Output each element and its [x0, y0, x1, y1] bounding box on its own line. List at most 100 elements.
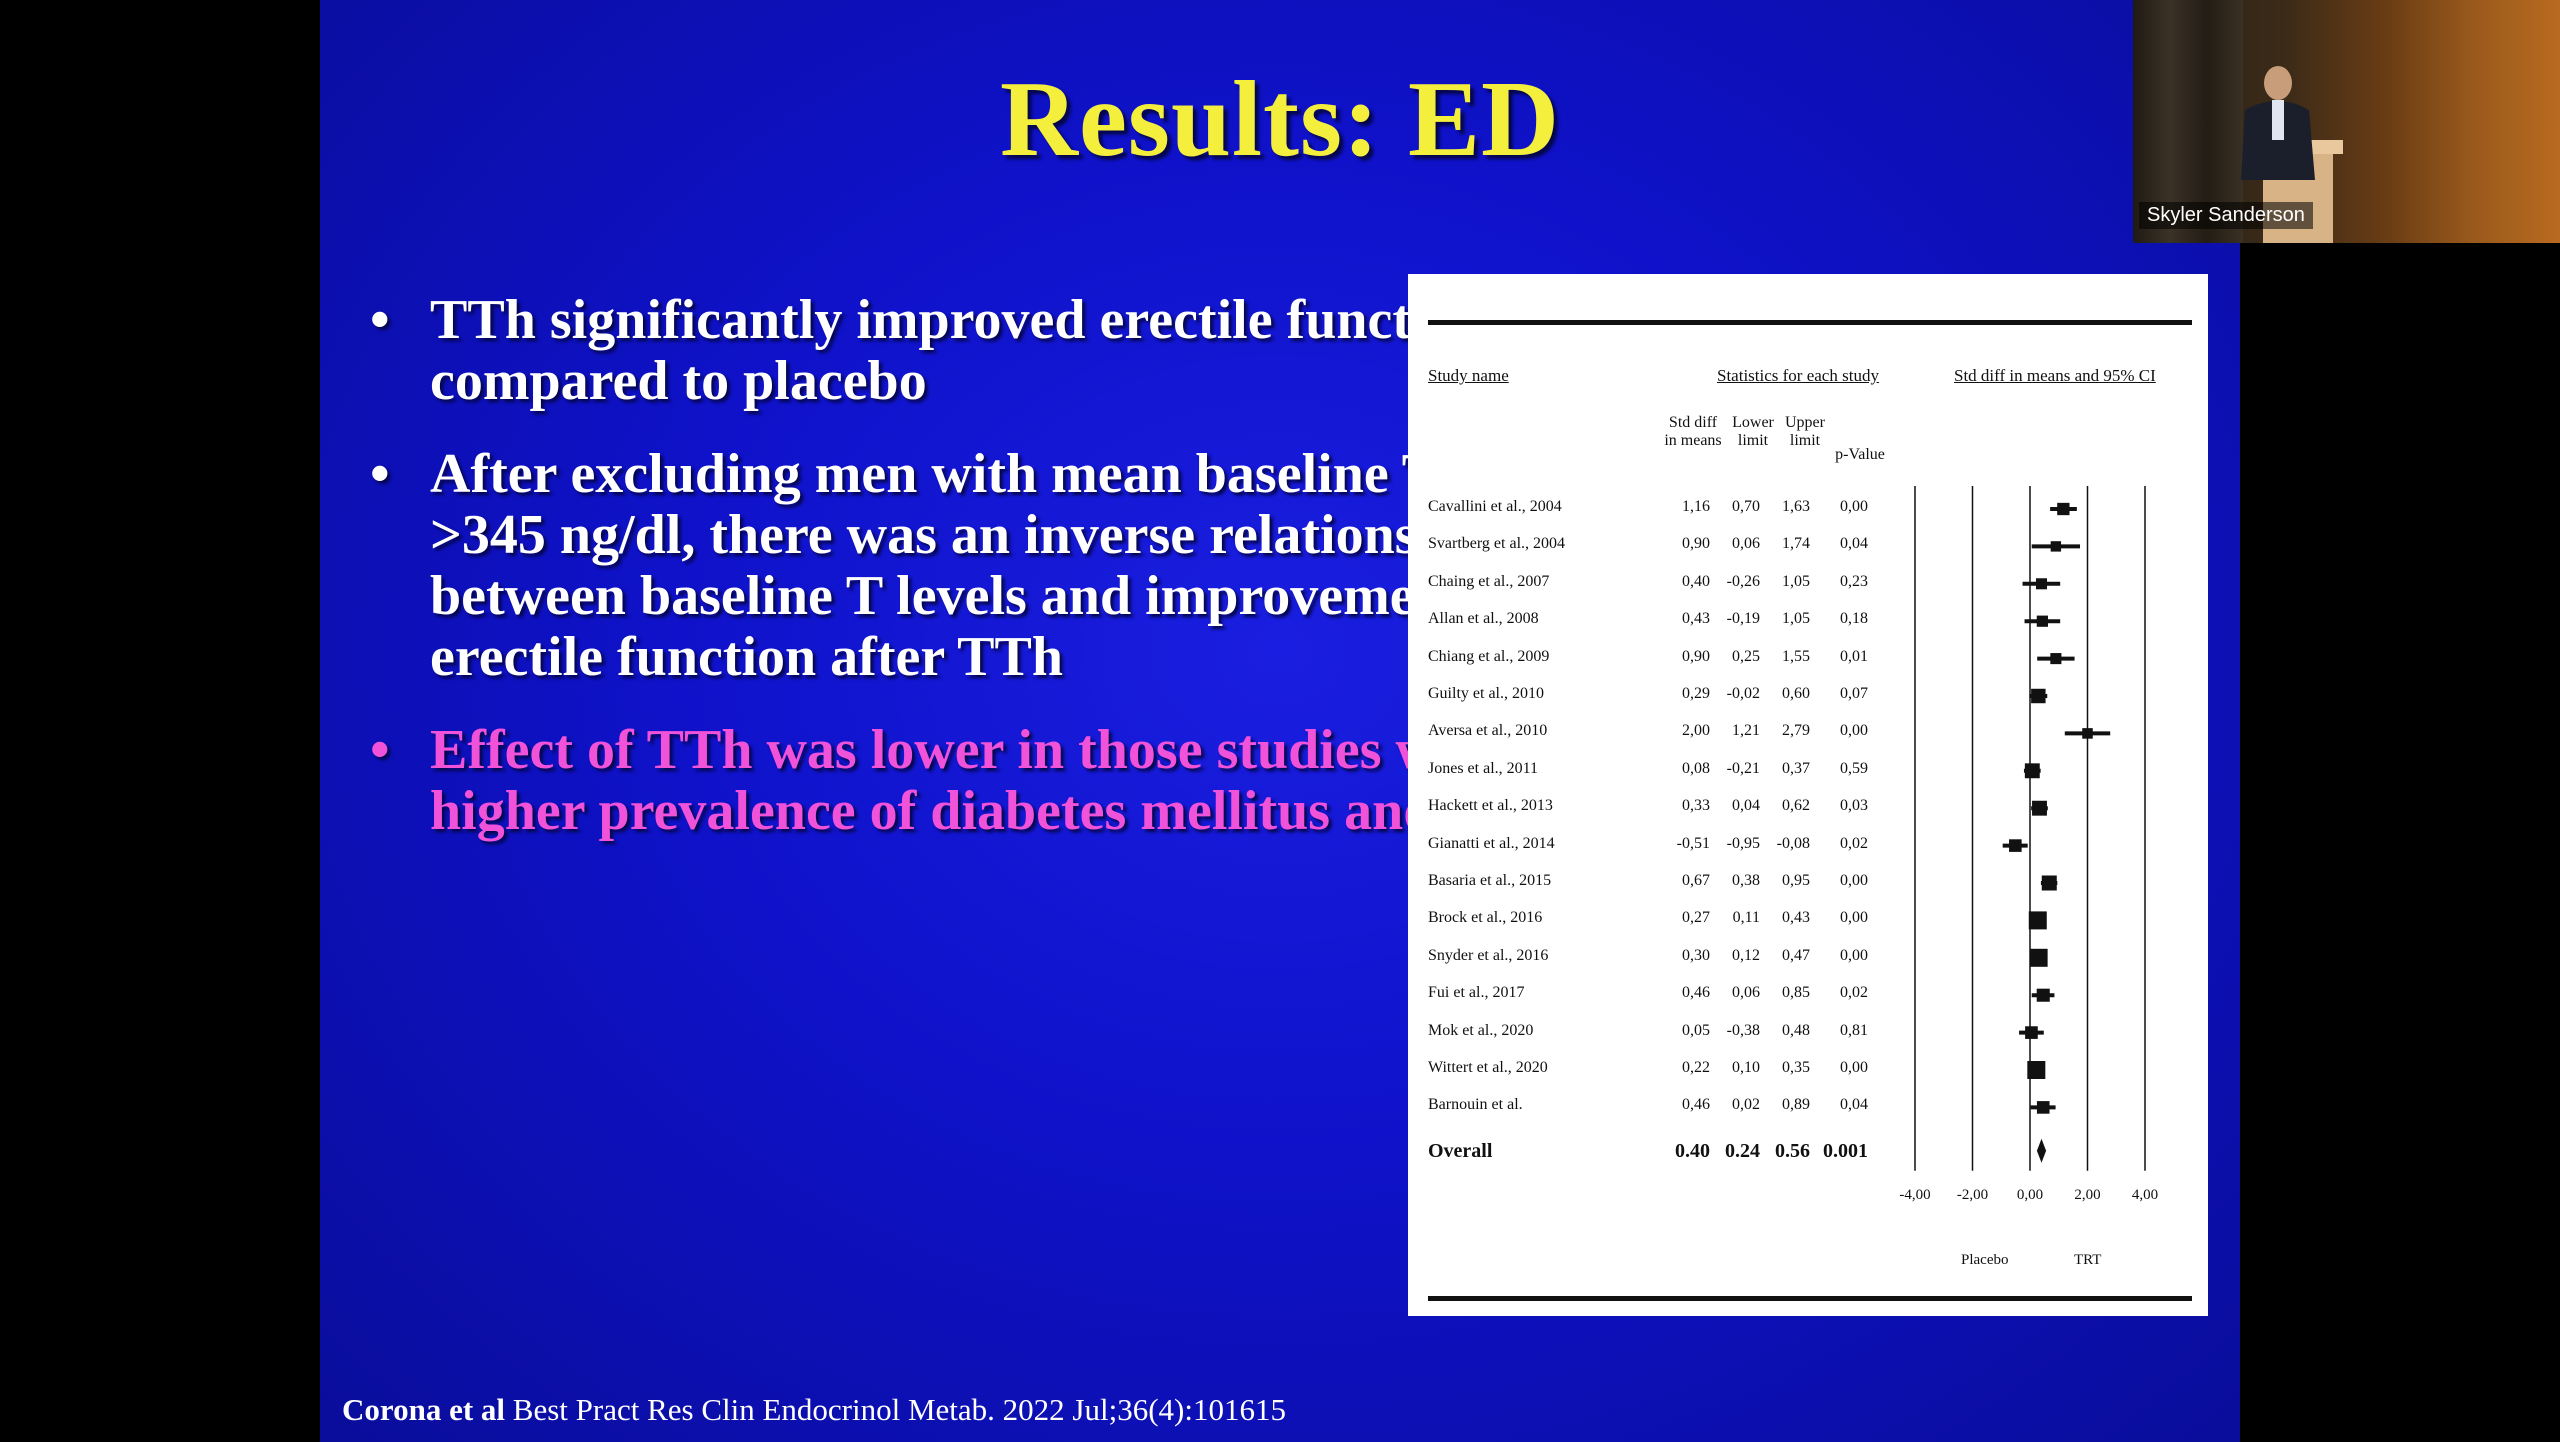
col-p-value: p-Value	[1835, 446, 1885, 463]
p-value: 0,04	[1840, 535, 1868, 553]
study-name: Chiang et al., 2009	[1428, 647, 1550, 665]
std-diff-value: 0,27	[1682, 909, 1710, 927]
study-name: Jones et al., 2011	[1428, 759, 1539, 777]
x-tick-label: 2,00	[2074, 1187, 2100, 1203]
p-value: 0,03	[1840, 797, 1868, 815]
x-tick-label: 0,00	[2017, 1187, 2043, 1203]
std-diff-value: 0,90	[1682, 535, 1710, 553]
study-name: Brock et al., 2016	[1428, 909, 1543, 927]
lower-limit-value: 0,38	[1732, 872, 1760, 889]
p-value: 0,23	[1840, 572, 1868, 590]
study-row: Fui et al., 2017 0,46 0,06 0,85 0,02	[1408, 984, 2208, 1021]
study-row: Hackett et al., 2013 0,33 0,04 0,62 0,03	[1408, 797, 2208, 834]
study-row: Aversa et al., 2010 2,00 1,21 2,79 0,00	[1408, 722, 2208, 759]
study-name: Barnouin et al.	[1428, 1096, 1523, 1114]
std-diff-value: 0,05	[1682, 1021, 1710, 1039]
lower-limit-value: -0,02	[1726, 685, 1760, 702]
std-diff-value: 0,08	[1682, 759, 1710, 777]
upper-limit-value: 0,35	[1782, 1059, 1810, 1076]
p-value: 0,01	[1840, 647, 1868, 665]
effect-marker	[2050, 541, 2062, 552]
std-diff-value: 0,33	[1682, 797, 1710, 815]
upper-limit-value: 0,48	[1782, 1021, 1810, 1039]
p-value: 0,00	[1840, 909, 1868, 927]
upper-limit-value: 0,62	[1782, 797, 1810, 815]
ci-header: Std diff in means and 95% CI	[1954, 366, 2156, 385]
std-diff-value: 1,16	[1682, 498, 1710, 515]
study-row: Cavallini et al., 2004 1,16 0,70 1,63 0,00	[1408, 498, 2208, 535]
study-row: Guilty et al., 2010 0,29 -0,02 0,60 0,07	[1408, 685, 2208, 722]
study-name: Basaria et al., 2015	[1428, 872, 1552, 889]
upper-limit-value: 1,05	[1782, 610, 1810, 628]
effect-marker	[2041, 875, 2057, 891]
p-value: 0,00	[1840, 722, 1868, 740]
upper-limit-value: 0,37	[1782, 759, 1810, 777]
speaker-name-label: Skyler Sanderson	[2139, 202, 2313, 229]
x-tick-label: -4,00	[1899, 1187, 1930, 1203]
lower-limit-value: -0,21	[1726, 759, 1760, 777]
study-name: Aversa et al., 2010	[1428, 722, 1548, 740]
forest-plot: Study name Statistics for each study Std…	[1408, 274, 2208, 1316]
upper-limit-value: 1,55	[1782, 647, 1810, 665]
lower-limit-value: 0,04	[1732, 797, 1760, 815]
favours-placebo-label: Placebo	[1961, 1252, 2009, 1268]
effect-marker	[2036, 1101, 2050, 1114]
upper-limit-value: 1,05	[1782, 572, 1810, 590]
std-diff-value: 0,67	[1682, 872, 1710, 889]
study-name: Hackett et al., 2013	[1428, 797, 1553, 815]
p-value: 0.001	[1823, 1139, 1868, 1162]
lower-limit-value: 0,06	[1732, 535, 1760, 553]
col-std-diff: Std diff in means	[1664, 414, 1722, 449]
x-tick-label: -2,00	[1957, 1187, 1988, 1203]
effect-marker	[2028, 911, 2047, 930]
std-diff-value: 0,90	[1682, 647, 1710, 665]
bullet-text: TTh significantly improved erectile func…	[430, 289, 1486, 412]
lower-limit-value: -0,95	[1726, 834, 1760, 852]
effect-marker	[2036, 615, 2048, 627]
lower-limit-value: 0,06	[1732, 984, 1760, 1002]
p-value: 0,18	[1840, 610, 1868, 628]
std-diff-value: 2,00	[1682, 722, 1710, 740]
col-upper: Upper limit	[1785, 414, 1825, 449]
study-name: Mok et al., 2020	[1428, 1021, 1534, 1039]
lower-limit-value: 0.24	[1725, 1139, 1760, 1162]
study-row: Basaria et al., 2015 0,67 0,38 0,95 0,00	[1408, 872, 2208, 909]
std-diff-value: 0,46	[1682, 1096, 1710, 1114]
upper-limit-value: 0,43	[1782, 909, 1810, 927]
presentation-slide: Results: ED • TTh significantly improved …	[320, 0, 2240, 1442]
study-name: Snyder et al., 2016	[1428, 946, 1549, 964]
bullet-item: • After excluding men with mean baseline …	[370, 444, 1700, 688]
lower-limit-value: -0,38	[1726, 1021, 1760, 1039]
upper-limit-value: 0,47	[1782, 946, 1810, 964]
study-name: Chaing et al., 2007	[1428, 572, 1550, 590]
lower-limit-value: 0,25	[1732, 647, 1760, 665]
stats-header: Statistics for each study	[1717, 366, 1879, 385]
upper-limit-value: 0,95	[1782, 872, 1810, 889]
lower-limit-value: 0,11	[1732, 909, 1760, 927]
study-row: Gianatti et al., 2014 -0,51 -0,95 -0,08 0,02	[1408, 835, 2208, 872]
speaker-video-tile[interactable]: Skyler Sanderson	[2133, 0, 2560, 243]
study-row: Jones et al., 2011 0,08 -0,21 0,37 0,59	[1408, 760, 2208, 797]
overall-diamond	[2036, 1138, 2047, 1163]
lower-limit-value: 0,12	[1732, 946, 1760, 964]
slide-title: Results: ED	[999, 60, 1561, 179]
forest-plot-svg: -4,00 -2,00 0,00 2,00 4,00	[1899, 486, 2158, 1203]
bullet-dot: •	[370, 443, 390, 505]
study-name: Wittert et al., 2020	[1428, 1059, 1548, 1076]
study-name: Svartberg et al., 2004	[1428, 535, 1566, 553]
citation: Corona et al Best Pract Res Clin Endocri…	[342, 1392, 1286, 1428]
effect-marker	[2050, 653, 2062, 665]
std-diff-value: -0,51	[1676, 834, 1710, 852]
std-diff-value: 0,30	[1682, 946, 1710, 964]
effect-marker	[2009, 839, 2022, 852]
effect-marker	[2031, 688, 2046, 704]
lower-limit-value: 0,70	[1732, 498, 1760, 515]
effect-marker	[2082, 728, 2093, 739]
study-name: Fui et al., 2017	[1428, 984, 1525, 1002]
effect-marker	[2035, 578, 2048, 590]
effect-marker	[2029, 948, 2048, 967]
bullet-text: After excluding men with mean baseline T…	[430, 443, 1583, 688]
std-diff-value: 0.40	[1675, 1139, 1710, 1162]
upper-limit-value: 0.56	[1775, 1139, 1810, 1162]
std-diff-value: 0,29	[1682, 685, 1710, 702]
